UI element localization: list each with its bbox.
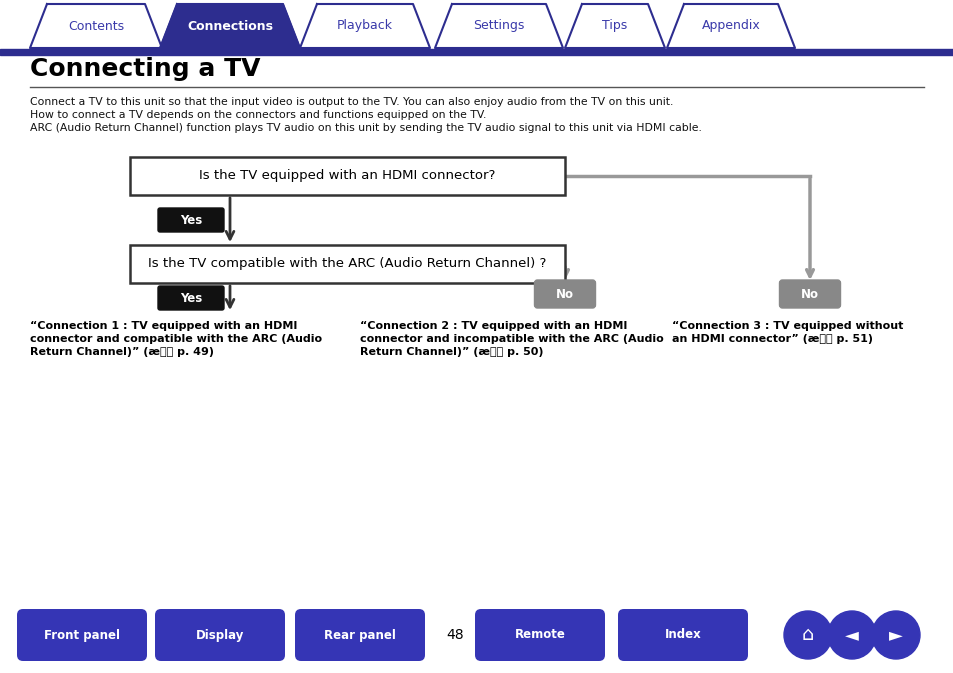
Text: Settings: Settings — [473, 20, 524, 32]
FancyBboxPatch shape — [130, 157, 564, 195]
Polygon shape — [299, 4, 430, 48]
Text: No: No — [556, 287, 574, 301]
FancyBboxPatch shape — [534, 280, 595, 308]
FancyBboxPatch shape — [154, 609, 285, 661]
Text: Return Channel)” (æ p. 49): Return Channel)” (æ p. 49) — [30, 347, 213, 357]
Text: Rear panel: Rear panel — [324, 629, 395, 641]
Text: Playback: Playback — [336, 20, 393, 32]
Text: “Connection 3 : TV equipped without: “Connection 3 : TV equipped without — [671, 321, 902, 331]
Text: Remote: Remote — [514, 629, 565, 641]
FancyBboxPatch shape — [130, 245, 564, 283]
Text: Connections: Connections — [187, 20, 273, 32]
Text: Connecting a TV: Connecting a TV — [30, 57, 260, 81]
Text: ⌂: ⌂ — [801, 625, 813, 645]
Polygon shape — [564, 4, 664, 48]
Text: ◄: ◄ — [844, 626, 858, 644]
FancyBboxPatch shape — [475, 609, 604, 661]
Text: 48: 48 — [446, 628, 463, 642]
Text: “Connection 1 : TV equipped with an HDMI: “Connection 1 : TV equipped with an HDMI — [30, 321, 297, 331]
Text: connector and incompatible with the ARC (Audio: connector and incompatible with the ARC … — [359, 334, 663, 344]
Bar — [0, 49, 953, 55]
Polygon shape — [30, 4, 162, 48]
Text: Connect a TV to this unit so that the input video is output to the TV. You can a: Connect a TV to this unit so that the in… — [30, 97, 673, 107]
Text: Display: Display — [195, 629, 244, 641]
FancyBboxPatch shape — [294, 609, 424, 661]
Text: connector and compatible with the ARC (Audio: connector and compatible with the ARC (A… — [30, 334, 322, 344]
Text: Index: Index — [664, 629, 700, 641]
Text: Tips: Tips — [601, 20, 627, 32]
Polygon shape — [435, 4, 562, 48]
Circle shape — [871, 611, 919, 659]
Text: Is the TV equipped with an HDMI connector?: Is the TV equipped with an HDMI connecto… — [199, 170, 496, 182]
Text: Appendix: Appendix — [700, 20, 760, 32]
FancyBboxPatch shape — [158, 286, 224, 310]
Text: “Connection 2 : TV equipped with an HDMI: “Connection 2 : TV equipped with an HDMI — [359, 321, 627, 331]
Text: Front panel: Front panel — [44, 629, 120, 641]
Circle shape — [783, 611, 831, 659]
Text: How to connect a TV depends on the connectors and functions equipped on the TV.: How to connect a TV depends on the conne… — [30, 110, 486, 120]
Text: an HDMI connector” (æ p. 51): an HDMI connector” (æ p. 51) — [671, 334, 872, 344]
Text: No: No — [801, 287, 818, 301]
Polygon shape — [666, 4, 794, 48]
FancyBboxPatch shape — [618, 609, 747, 661]
FancyBboxPatch shape — [158, 208, 224, 232]
Text: Yes: Yes — [180, 213, 202, 227]
Text: Contents: Contents — [68, 20, 124, 32]
Text: Yes: Yes — [180, 291, 202, 304]
Text: Is the TV compatible with the ARC (Audio Return Channel) ?: Is the TV compatible with the ARC (Audio… — [148, 258, 546, 271]
Circle shape — [827, 611, 875, 659]
Text: ►: ► — [888, 626, 902, 644]
Text: ARC (Audio Return Channel) function plays TV audio on this unit by sending the T: ARC (Audio Return Channel) function play… — [30, 123, 701, 133]
FancyBboxPatch shape — [17, 609, 147, 661]
FancyBboxPatch shape — [779, 280, 840, 308]
Text: Return Channel)” (æ p. 50): Return Channel)” (æ p. 50) — [359, 347, 543, 357]
Polygon shape — [160, 4, 299, 48]
